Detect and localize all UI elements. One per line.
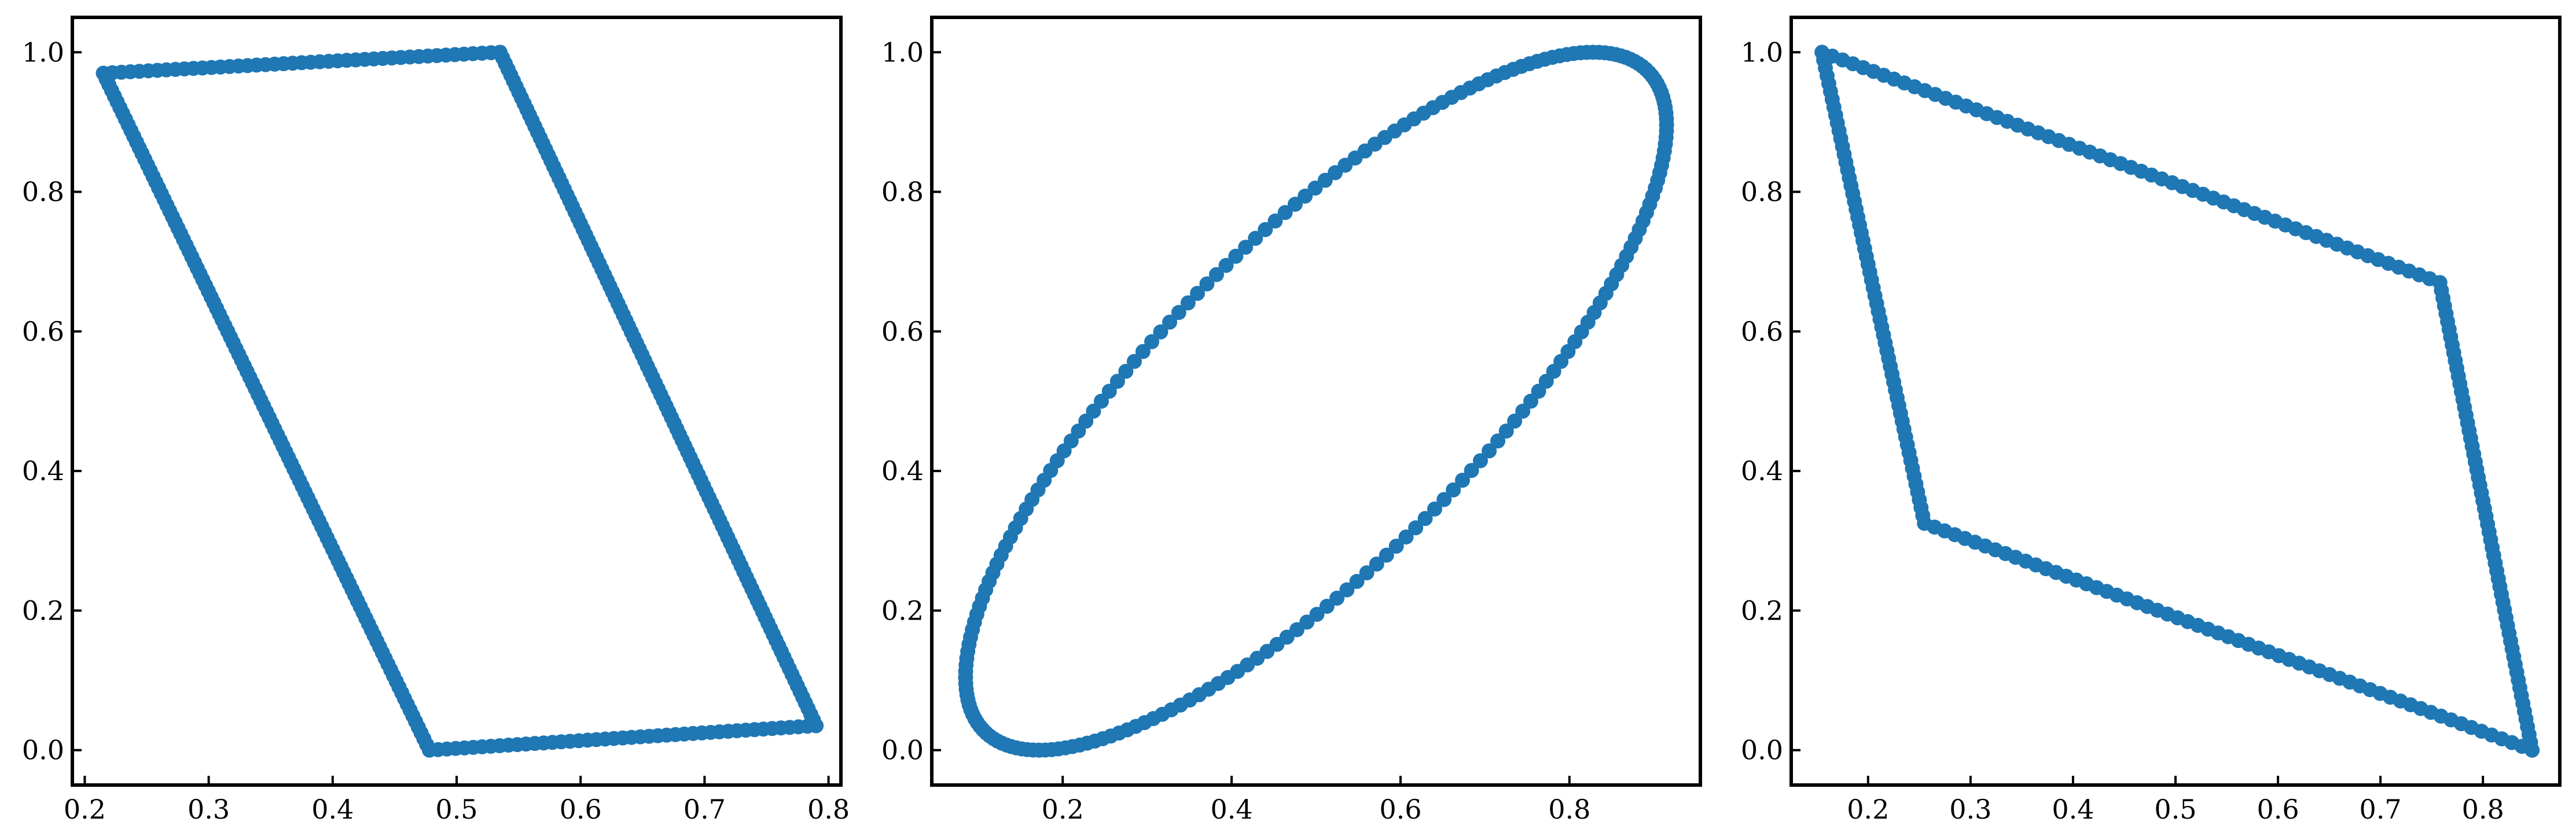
data-point	[1228, 248, 1244, 264]
data-point	[1579, 45, 1594, 60]
data-point	[1218, 257, 1234, 273]
y-tick-label: 0.8	[1741, 176, 1783, 208]
data-point	[1199, 276, 1215, 292]
data-point	[1135, 344, 1151, 359]
data-point	[1454, 473, 1470, 488]
data-point	[1427, 501, 1442, 517]
x-tick-label: 0.4	[311, 794, 354, 825]
x-tick-label: 0.8	[807, 794, 850, 825]
y-tick-label: 0.8	[22, 176, 64, 208]
x-tick-label: 0.6	[1379, 794, 1421, 825]
data-point	[1369, 556, 1384, 572]
x-tick-label: 0.6	[2257, 794, 2299, 825]
data-point	[1298, 188, 1313, 204]
y-tick-label: 0.0	[881, 735, 924, 766]
data-point	[1277, 205, 1293, 220]
x-tick-label: 0.4	[2052, 794, 2094, 825]
data-point	[1208, 267, 1224, 282]
data-point	[1339, 582, 1355, 598]
data-point	[1190, 286, 1206, 301]
subplot-ellipse: 0.2 0.4 0.6 0.8 0.0 0.2 0.4 0.6 0.8 1.0	[881, 16, 1702, 825]
data-point	[1436, 492, 1452, 507]
data-point	[1287, 197, 1303, 212]
data-point	[1258, 222, 1273, 237]
data-point	[1329, 590, 1345, 606]
data-point	[1498, 423, 1514, 439]
x-tick-label: 0.5	[435, 794, 477, 825]
y-tick-label: 0.4	[881, 455, 924, 487]
data-point	[1144, 334, 1160, 349]
data-point	[1101, 384, 1117, 399]
data-point	[1464, 463, 1479, 478]
data-point	[1180, 295, 1196, 311]
data-point	[1267, 213, 1283, 229]
y-tick-label: 0.2	[881, 595, 924, 626]
y-tick-label: 0.6	[881, 316, 924, 347]
x-tick-label: 0.4	[1210, 794, 1252, 825]
data-point	[1126, 353, 1142, 369]
x-tick-label: 0.6	[560, 794, 602, 825]
x-tick-label: 0.2	[1847, 794, 1889, 825]
axes-frame	[1789, 16, 2562, 787]
data-point	[1153, 324, 1168, 340]
data-point	[1238, 240, 1254, 255]
data-series	[95, 45, 824, 758]
data-point	[1359, 565, 1375, 581]
data-point	[1490, 433, 1506, 449]
subplot-rhombus: 0.2 0.3 0.4 0.5 0.6 0.7 0.8 0.0 0.2 0.4 0.6 0.8 1.0	[1741, 16, 2562, 825]
y-tick-label: 0.2	[1741, 595, 1783, 626]
data-point	[1118, 363, 1134, 379]
data-point	[1816, 52, 1832, 68]
data-point	[1248, 231, 1263, 246]
y-tick-label: 0.6	[1741, 316, 1783, 347]
x-tick-label: 0.2	[64, 794, 106, 825]
x-tick-label: 0.8	[1548, 794, 1590, 825]
data-point	[1408, 520, 1424, 536]
data-point	[98, 71, 114, 87]
x-tick-label: 0.3	[1949, 794, 1991, 825]
data-point	[1319, 599, 1335, 614]
y-tick-label: 0.8	[881, 176, 924, 208]
axes-frame	[71, 16, 843, 787]
y-tick-label: 0.4	[22, 455, 64, 487]
y-tick-label: 0.0	[1741, 735, 1783, 766]
data-point	[1515, 403, 1531, 419]
data-point	[1417, 511, 1433, 526]
axes-frame	[930, 16, 1702, 787]
y-tick-label: 1.0	[22, 36, 64, 68]
x-tick-label: 0.7	[2360, 794, 2402, 825]
x-tick-label: 0.8	[2462, 794, 2504, 825]
y-tick-label: 0.4	[1741, 455, 1783, 487]
data-point	[1507, 413, 1523, 429]
y-tick-label: 1.0	[881, 36, 924, 68]
y-tick-label: 1.0	[1741, 36, 1783, 68]
y-tick-label: 0.2	[22, 595, 64, 626]
x-tick-label: 0.3	[188, 794, 230, 825]
data-point	[1388, 539, 1404, 554]
data-series	[958, 45, 1674, 758]
x-tick-label: 0.7	[683, 794, 726, 825]
data-point	[1162, 314, 1178, 330]
y-tick-label: 0.0	[22, 735, 64, 766]
data-point	[1171, 305, 1186, 320]
data-point	[1379, 547, 1394, 563]
x-tick-label: 0.5	[2154, 794, 2196, 825]
subplot-parallelogram: 0.2 0.3 0.4 0.5 0.6 0.7 0.80.00.20.40.60.81.0	[22, 16, 850, 825]
data-point	[1482, 443, 1497, 459]
data-series	[1814, 45, 2540, 758]
data-point	[1109, 374, 1125, 389]
x-tick-label: 0.2	[1042, 794, 1084, 825]
data-point	[1472, 453, 1488, 469]
data-point	[1398, 529, 1414, 545]
data-point	[1446, 482, 1461, 498]
y-tick-label: 0.6	[22, 316, 64, 347]
data-point	[1349, 573, 1365, 589]
